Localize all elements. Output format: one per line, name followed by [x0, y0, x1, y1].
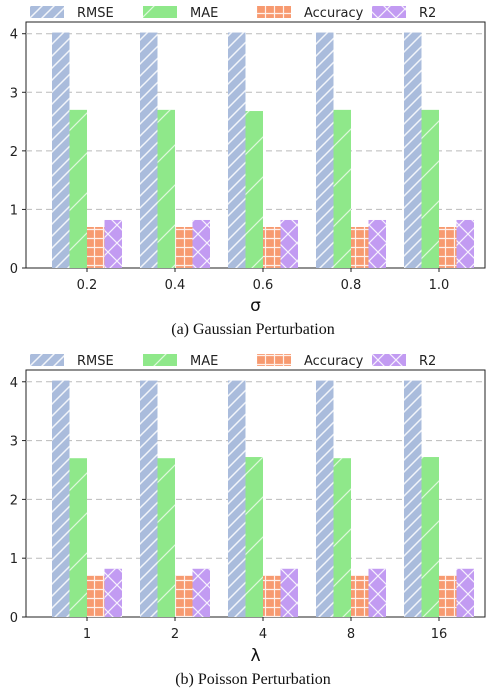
bar-hatch [456, 219, 474, 268]
legend-label-mae: MAE [190, 354, 218, 369]
bar-hatch [368, 219, 386, 268]
bar-hatch [140, 32, 158, 268]
legend-swatch-hatch [143, 6, 177, 18]
bar-hatch [368, 568, 386, 617]
legend-swatch-hatch [30, 354, 64, 366]
bar-hatch [192, 219, 210, 268]
bar-hatch [228, 32, 246, 268]
bar-hatch [104, 219, 122, 268]
bar-hatch [333, 109, 351, 268]
y-tick-label: 2 [10, 145, 18, 160]
legend-swatch-hatch [372, 6, 406, 18]
bar-hatch [263, 227, 281, 268]
y-tick-label: 1 [10, 552, 18, 567]
bar-hatch [52, 380, 70, 617]
legend-swatch-hatch [143, 354, 177, 366]
legend-swatch-hatch [257, 354, 291, 366]
bar-hatch [69, 109, 87, 268]
bar-hatch [404, 32, 422, 268]
bar-hatch [421, 109, 439, 268]
x-axis-label: σ [250, 296, 261, 316]
y-tick-label: 3 [10, 86, 18, 101]
bar-hatch [404, 380, 422, 617]
x-tick-label: 2 [171, 627, 179, 642]
y-tick-label: 0 [10, 262, 18, 277]
bar-hatch [280, 219, 298, 268]
bar-hatch [140, 380, 158, 617]
legend-swatch-hatch [257, 6, 291, 18]
x-tick-label: 16 [431, 627, 448, 642]
legend-label-accuracy: Accuracy [304, 6, 364, 21]
x-tick-label: 0.8 [341, 278, 362, 293]
bar-hatch [245, 111, 263, 269]
legend-label-r2: R2 [419, 6, 436, 21]
bar-hatch [439, 575, 457, 617]
x-tick-label: 1.0 [429, 278, 450, 293]
bar-hatch [157, 458, 175, 617]
bar-hatch [280, 568, 298, 617]
x-tick-label: 0.2 [77, 278, 98, 293]
y-tick-label: 1 [10, 203, 18, 218]
bar-hatch [157, 109, 175, 268]
legend-label-r2: R2 [419, 354, 436, 369]
bar-hatch [333, 458, 351, 617]
bar-hatch [263, 575, 281, 617]
bar-hatch [316, 32, 334, 268]
bar-hatch [87, 575, 105, 617]
y-tick-label: 4 [10, 376, 18, 391]
bar-hatch [192, 568, 210, 617]
bar-hatch [104, 568, 122, 617]
bar-hatch [439, 227, 457, 268]
y-tick-label: 2 [10, 493, 18, 508]
bar-hatch [456, 568, 474, 617]
legend-label-rmse: RMSE [77, 6, 114, 21]
bar-hatch [316, 380, 334, 617]
x-tick-label: 1 [83, 627, 91, 642]
y-tick-label: 0 [10, 611, 18, 626]
x-tick-label: 0.4 [165, 278, 186, 293]
bar-hatch [228, 380, 246, 617]
bar-hatch [421, 457, 439, 617]
legend-label-rmse: RMSE [77, 354, 114, 369]
legend-label-mae: MAE [190, 6, 218, 21]
bar-hatch [351, 227, 369, 268]
figure-caption: (b) Poisson Perturbation [175, 671, 331, 688]
y-tick-label: 4 [10, 28, 18, 43]
bar-hatch [69, 458, 87, 617]
bar-hatch [52, 32, 70, 268]
x-tick-label: 8 [347, 627, 355, 642]
legend-swatch-hatch [372, 354, 406, 366]
y-tick-label: 3 [10, 435, 18, 450]
legend-swatch-hatch [30, 6, 64, 18]
x-tick-label: 0.6 [253, 278, 274, 293]
bar-hatch [245, 457, 263, 617]
bar-hatch [175, 227, 193, 268]
x-axis-label: λ [250, 646, 260, 666]
x-tick-label: 4 [259, 627, 267, 642]
bar-hatch [351, 575, 369, 617]
panel-a: 0 1 2 3 4 0.2 0.4 0.6 0.8 1.0 σ (a) Gaussian Pertur… [10, 6, 486, 338]
figure-caption: (a) Gaussian Perturbation [171, 321, 335, 338]
legend-label-accuracy: Accuracy [304, 354, 364, 369]
bar-hatch [87, 227, 105, 268]
panel-b: 0 1 2 3 4 1 2 4 8 16 λ (b) Poisson Perturbation RMSE… [10, 354, 486, 688]
bar-hatch [175, 575, 193, 617]
